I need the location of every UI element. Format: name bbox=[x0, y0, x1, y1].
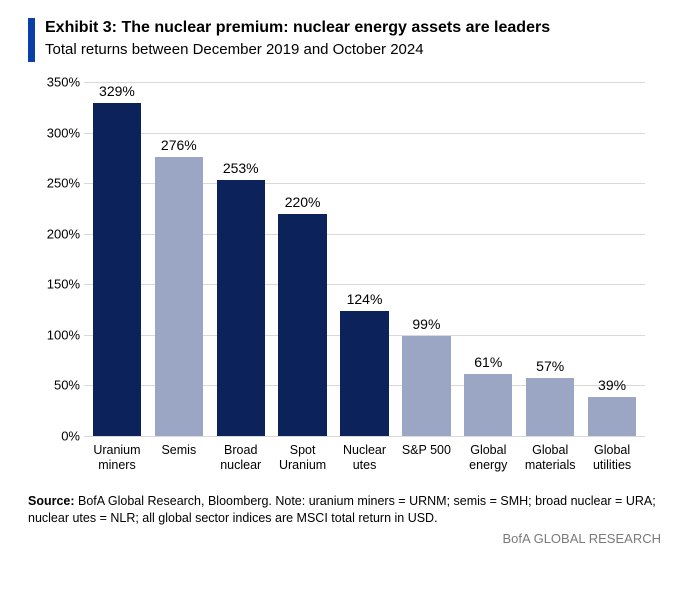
bar: 99% bbox=[402, 336, 450, 436]
gridline bbox=[84, 436, 645, 437]
bar-value-label: 99% bbox=[412, 316, 440, 332]
bar: 61% bbox=[464, 374, 512, 436]
bar-slot: 329% bbox=[86, 82, 148, 436]
source-note: Source: BofA Global Research, Bloomberg.… bbox=[28, 493, 661, 527]
bar-slot: 276% bbox=[148, 82, 210, 436]
bar-value-label: 220% bbox=[285, 194, 321, 210]
x-category-label: Global utilities bbox=[581, 439, 643, 481]
bar: 276% bbox=[155, 157, 203, 436]
bar-value-label: 57% bbox=[536, 358, 564, 374]
bar: 124% bbox=[340, 311, 388, 436]
bar-slot: 253% bbox=[210, 82, 272, 436]
bar-slot: 99% bbox=[395, 82, 457, 436]
y-tick-label: 100% bbox=[34, 327, 80, 342]
source-text: BofA Global Research, Bloomberg. Note: u… bbox=[28, 494, 656, 525]
x-category-label: Uranium miners bbox=[86, 439, 148, 481]
bar-value-label: 329% bbox=[99, 83, 135, 99]
bar-slot: 57% bbox=[519, 82, 581, 436]
y-tick-label: 300% bbox=[34, 125, 80, 140]
bar-value-label: 253% bbox=[223, 160, 259, 176]
y-tick-label: 150% bbox=[34, 277, 80, 292]
bar: 329% bbox=[93, 103, 141, 436]
bar-value-label: 276% bbox=[161, 137, 197, 153]
y-tick-label: 350% bbox=[34, 75, 80, 90]
x-category-label: Global energy bbox=[457, 439, 519, 481]
bar-value-label: 124% bbox=[347, 291, 383, 307]
chart-area: 0% 50% 100% 150% 200% 250% 300% 350% 329% 276% 25… bbox=[34, 76, 649, 481]
bar: 253% bbox=[217, 180, 265, 436]
x-category-label: Spot Uranium bbox=[272, 439, 334, 481]
chart-subtitle: Total returns between December 2019 and … bbox=[45, 40, 661, 60]
x-category-label: Semis bbox=[148, 439, 210, 481]
y-tick-label: 50% bbox=[34, 378, 80, 393]
bar-slot: 220% bbox=[272, 82, 334, 436]
source-label: Source: bbox=[28, 494, 75, 508]
x-category-label: Global materials bbox=[519, 439, 581, 481]
bar-value-label: 61% bbox=[474, 354, 502, 370]
bar: 57% bbox=[526, 378, 574, 436]
plot-region: 329% 276% 253% 220% 124% 99% 61% 57% 39% bbox=[84, 82, 645, 436]
y-tick-label: 200% bbox=[34, 226, 80, 241]
chart-title: Exhibit 3: The nuclear premium: nuclear … bbox=[45, 18, 661, 39]
x-axis-labels: Uranium minersSemisBroad nuclearSpot Ura… bbox=[84, 439, 645, 481]
brand-attribution: BofA GLOBAL RESEARCH bbox=[28, 531, 661, 546]
bar-slot: 124% bbox=[334, 82, 396, 436]
bar: 39% bbox=[588, 397, 636, 436]
chart-header: Exhibit 3: The nuclear premium: nuclear … bbox=[28, 18, 661, 62]
bar-slot: 61% bbox=[457, 82, 519, 436]
y-tick-label: 250% bbox=[34, 176, 80, 191]
y-tick-label: 0% bbox=[34, 429, 80, 444]
x-category-label: Nuclear utes bbox=[334, 439, 396, 481]
bars-container: 329% 276% 253% 220% 124% 99% 61% 57% 39% bbox=[84, 82, 645, 436]
bar-value-label: 39% bbox=[598, 377, 626, 393]
x-category-label: Broad nuclear bbox=[210, 439, 272, 481]
bar-slot: 39% bbox=[581, 82, 643, 436]
x-category-label: S&P 500 bbox=[395, 439, 457, 481]
bar: 220% bbox=[278, 214, 326, 437]
accent-bar bbox=[28, 18, 35, 62]
title-group: Exhibit 3: The nuclear premium: nuclear … bbox=[45, 18, 661, 59]
